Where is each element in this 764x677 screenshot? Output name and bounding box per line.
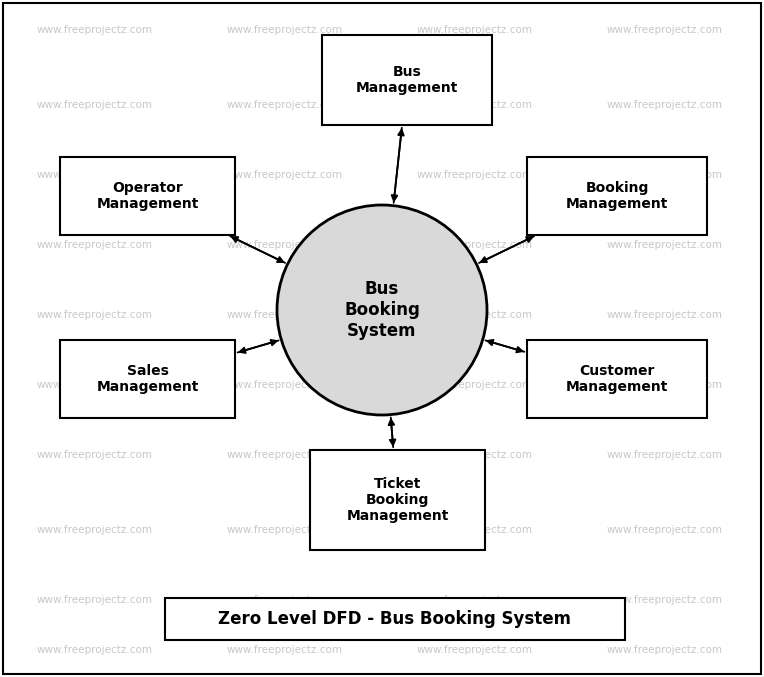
Text: www.freeprojectz.com: www.freeprojectz.com [417,170,533,180]
Text: www.freeprojectz.com: www.freeprojectz.com [417,450,533,460]
Text: www.freeprojectz.com: www.freeprojectz.com [37,645,153,655]
Text: www.freeprojectz.com: www.freeprojectz.com [417,240,533,250]
Text: www.freeprojectz.com: www.freeprojectz.com [227,170,343,180]
Text: www.freeprojectz.com: www.freeprojectz.com [417,100,533,110]
Text: www.freeprojectz.com: www.freeprojectz.com [417,310,533,320]
FancyBboxPatch shape [310,450,485,550]
Text: www.freeprojectz.com: www.freeprojectz.com [607,310,723,320]
Text: www.freeprojectz.com: www.freeprojectz.com [417,595,533,605]
Text: www.freeprojectz.com: www.freeprojectz.com [37,310,153,320]
Text: www.freeprojectz.com: www.freeprojectz.com [227,25,343,35]
Text: Operator
Management: Operator Management [96,181,199,211]
Text: www.freeprojectz.com: www.freeprojectz.com [37,170,153,180]
Text: www.freeprojectz.com: www.freeprojectz.com [227,595,343,605]
Text: www.freeprojectz.com: www.freeprojectz.com [417,380,533,390]
Text: www.freeprojectz.com: www.freeprojectz.com [417,525,533,535]
Text: www.freeprojectz.com: www.freeprojectz.com [227,240,343,250]
Text: www.freeprojectz.com: www.freeprojectz.com [227,100,343,110]
FancyBboxPatch shape [60,157,235,235]
Text: www.freeprojectz.com: www.freeprojectz.com [417,25,533,35]
Text: Customer
Management: Customer Management [566,364,668,394]
Text: www.freeprojectz.com: www.freeprojectz.com [607,240,723,250]
Text: www.freeprojectz.com: www.freeprojectz.com [607,645,723,655]
Text: Bus
Booking
System: Bus Booking System [344,280,420,340]
Text: www.freeprojectz.com: www.freeprojectz.com [607,380,723,390]
Text: www.freeprojectz.com: www.freeprojectz.com [607,595,723,605]
Text: www.freeprojectz.com: www.freeprojectz.com [227,645,343,655]
Text: www.freeprojectz.com: www.freeprojectz.com [227,525,343,535]
Text: www.freeprojectz.com: www.freeprojectz.com [37,380,153,390]
FancyBboxPatch shape [527,157,707,235]
Text: www.freeprojectz.com: www.freeprojectz.com [227,450,343,460]
Text: Zero Level DFD - Bus Booking System: Zero Level DFD - Bus Booking System [219,610,571,628]
Text: www.freeprojectz.com: www.freeprojectz.com [37,525,153,535]
Text: www.freeprojectz.com: www.freeprojectz.com [607,450,723,460]
Text: www.freeprojectz.com: www.freeprojectz.com [37,240,153,250]
Text: www.freeprojectz.com: www.freeprojectz.com [37,595,153,605]
Text: www.freeprojectz.com: www.freeprojectz.com [37,25,153,35]
Text: www.freeprojectz.com: www.freeprojectz.com [607,100,723,110]
FancyBboxPatch shape [322,35,492,125]
Text: Booking
Management: Booking Management [566,181,668,211]
Text: www.freeprojectz.com: www.freeprojectz.com [227,310,343,320]
FancyBboxPatch shape [60,340,235,418]
Text: www.freeprojectz.com: www.freeprojectz.com [227,380,343,390]
Text: www.freeprojectz.com: www.freeprojectz.com [607,170,723,180]
Text: Ticket
Booking
Management: Ticket Booking Management [346,477,448,523]
FancyBboxPatch shape [527,340,707,418]
Text: Sales
Management: Sales Management [96,364,199,394]
FancyBboxPatch shape [165,598,625,640]
Text: www.freeprojectz.com: www.freeprojectz.com [607,525,723,535]
Circle shape [277,205,487,415]
Text: www.freeprojectz.com: www.freeprojectz.com [607,25,723,35]
Text: www.freeprojectz.com: www.freeprojectz.com [37,450,153,460]
Text: www.freeprojectz.com: www.freeprojectz.com [417,645,533,655]
Text: www.freeprojectz.com: www.freeprojectz.com [37,100,153,110]
Text: Bus
Management: Bus Management [356,65,458,95]
